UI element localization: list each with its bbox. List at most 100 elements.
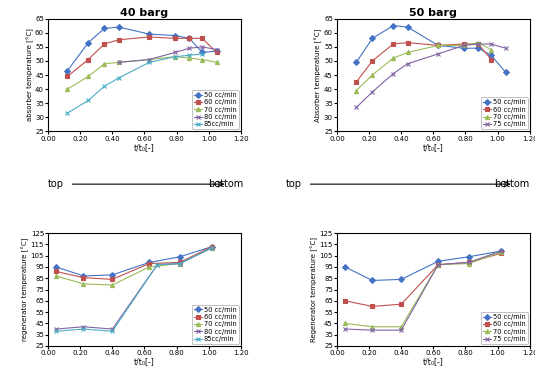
- Line: 50 cc/min: 50 cc/min: [65, 25, 219, 73]
- 60 cc/min: [116, 38, 122, 42]
- 60 cc/min: [172, 36, 178, 41]
- 70 cc/min: [369, 73, 376, 77]
- 50 cc/min: [353, 60, 360, 65]
- 70 cc/min: [199, 57, 205, 62]
- Line: 85cc/min: 85cc/min: [54, 246, 214, 333]
- 70 cc/min: [146, 265, 152, 269]
- 60 cc/min: [461, 42, 467, 46]
- 80 cc/min: [80, 324, 87, 329]
- 75 cc/min: [435, 52, 441, 56]
- 60 cc/min: [146, 261, 152, 266]
- 80 cc/min: [186, 46, 193, 51]
- 50 cc/min: [186, 36, 193, 41]
- 60 cc/min: [488, 57, 494, 62]
- 70 cc/min: [461, 43, 467, 48]
- Line: 50 cc/min: 50 cc/min: [354, 23, 508, 74]
- 50 cc/min: [475, 46, 482, 51]
- 85cc/min: [177, 261, 183, 266]
- 50 cc/min: [465, 254, 472, 259]
- Line: 60 cc/min: 60 cc/min: [54, 244, 214, 282]
- 70 cc/min: [465, 261, 472, 266]
- 75 cc/min: [353, 105, 360, 110]
- 85cc/min: [199, 52, 205, 56]
- X-axis label: t/t₀[-]: t/t₀[-]: [134, 143, 155, 152]
- 50 cc/min: [435, 259, 441, 263]
- 60 cc/min: [390, 42, 396, 46]
- Text: top: top: [286, 179, 302, 189]
- Y-axis label: regenerator temperature [°C]: regenerator temperature [°C]: [22, 238, 29, 341]
- 75 cc/min: [369, 90, 376, 94]
- 60 cc/min: [435, 43, 441, 48]
- Line: 50 cc/min: 50 cc/min: [343, 249, 503, 283]
- 80 cc/min: [177, 261, 183, 266]
- Line: 75 cc/min: 75 cc/min: [343, 249, 503, 332]
- 70 cc/min: [435, 263, 441, 267]
- 75 cc/min: [461, 43, 467, 48]
- 50 cc/min: [146, 260, 152, 264]
- 50 cc/min: [146, 32, 152, 36]
- 70 cc/min: [488, 47, 494, 52]
- 60 cc/min: [199, 36, 205, 41]
- 50 cc/min: [199, 50, 205, 55]
- 80 cc/min: [209, 246, 215, 250]
- 50 cc/min: [342, 265, 348, 269]
- 80 cc/min: [199, 45, 205, 49]
- 70 cc/min: [146, 57, 152, 62]
- 50 cc/min: [404, 25, 411, 29]
- 70 cc/min: [116, 60, 122, 65]
- Text: bottom: bottom: [494, 179, 530, 189]
- Text: bottom: bottom: [208, 179, 243, 189]
- Line: 60 cc/min: 60 cc/min: [65, 35, 219, 78]
- 60 cc/min: [435, 263, 441, 267]
- 70 cc/min: [398, 324, 404, 329]
- Line: 70 cc/min: 70 cc/min: [54, 246, 214, 287]
- 60 cc/min: [404, 40, 411, 45]
- 70 cc/min: [435, 43, 441, 48]
- Line: 70 cc/min: 70 cc/min: [65, 55, 219, 91]
- 50 cc/min: [109, 273, 116, 277]
- 80 cc/min: [213, 47, 220, 52]
- 60 cc/min: [85, 57, 91, 62]
- 70 cc/min: [369, 324, 376, 329]
- Legend: 50 cc/min, 60 cc/min, 70 cc/min, 80 cc/min, 85cc/min: 50 cc/min, 60 cc/min, 70 cc/min, 80 cc/m…: [192, 305, 239, 344]
- 80 cc/min: [53, 327, 59, 331]
- 60 cc/min: [209, 244, 215, 249]
- 70 cc/min: [53, 274, 59, 278]
- Line: 80 cc/min: 80 cc/min: [117, 45, 219, 64]
- Line: 60 cc/min: 60 cc/min: [343, 251, 503, 308]
- 75 cc/min: [342, 327, 348, 331]
- 75 cc/min: [435, 263, 441, 267]
- 60 cc/min: [213, 50, 220, 55]
- 85cc/min: [101, 84, 108, 89]
- 60 cc/min: [475, 42, 482, 46]
- 70 cc/min: [498, 250, 504, 254]
- Text: top: top: [48, 179, 64, 189]
- 70 cc/min: [80, 282, 87, 286]
- 85cc/min: [172, 54, 178, 59]
- 50 cc/min: [64, 68, 71, 73]
- 60 cc/min: [186, 36, 193, 41]
- 85cc/min: [186, 53, 193, 58]
- 75 cc/min: [404, 61, 411, 66]
- 75 cc/min: [488, 42, 494, 46]
- 50 cc/min: [101, 26, 108, 31]
- 75 cc/min: [502, 46, 509, 51]
- 50 cc/min: [461, 46, 467, 51]
- 60 cc/min: [369, 304, 376, 309]
- 50 cc/min: [80, 274, 87, 278]
- 70 cc/min: [177, 261, 183, 266]
- 60 cc/min: [398, 302, 404, 307]
- 85cc/min: [209, 246, 215, 250]
- 70 cc/min: [186, 56, 193, 60]
- 75 cc/min: [390, 71, 396, 76]
- 75 cc/min: [398, 328, 404, 333]
- 70 cc/min: [390, 56, 396, 60]
- Y-axis label: Absorber temperature [°C]: Absorber temperature [°C]: [315, 28, 323, 122]
- Line: 85cc/min: 85cc/min: [65, 52, 204, 115]
- 70 cc/min: [353, 88, 360, 93]
- Line: 60 cc/min: 60 cc/min: [354, 41, 493, 84]
- 60 cc/min: [465, 260, 472, 264]
- 70 cc/min: [213, 60, 220, 65]
- 85cc/min: [64, 111, 71, 115]
- 50 cc/min: [85, 40, 91, 45]
